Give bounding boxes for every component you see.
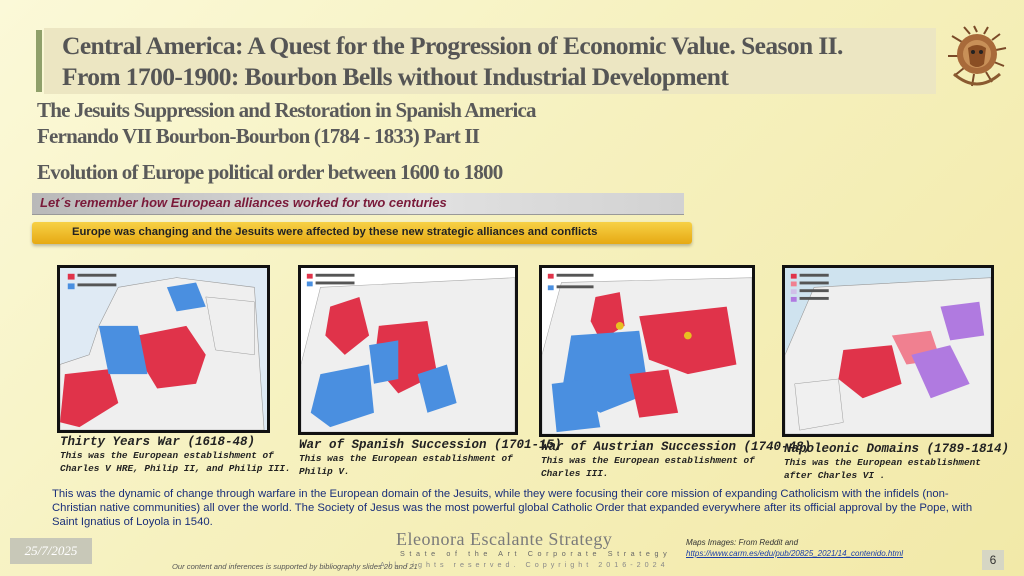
subtitle-fernando: Fernando VII Bourbon-Bourbon (1784 - 183… xyxy=(37,124,480,148)
map-austrian-succession xyxy=(539,265,755,437)
maps-source: Maps Images: From Reddit and https://www… xyxy=(686,537,903,559)
brand-name: Eleonora Escalante Strategy xyxy=(396,529,613,549)
caption-spanish-succession: War of Spanish Succession (1701-15) This… xyxy=(299,438,562,478)
body-paragraph: This was the dynamic of change through w… xyxy=(52,488,973,528)
title-accent-bar xyxy=(36,30,42,92)
caption-title: Napoleonic Domains (1789-1814) xyxy=(784,442,1010,456)
caption-napoleonic-domains: Napoleonic Domains (1789-1814) This was … xyxy=(784,442,1009,482)
page-number: 6 xyxy=(982,550,1004,570)
title-line-2: From 1700-1900: Bourbon Bells without In… xyxy=(62,62,729,91)
brand-tagline: State of the Art Corporate Strategy xyxy=(400,549,672,558)
caption-desc-1: This was the European establishment of xyxy=(541,455,755,466)
remember-text: Let´s remember how European alliances wo… xyxy=(40,195,447,210)
slide-title: Central America: A Quest for the Progres… xyxy=(62,30,942,92)
caption-desc-1: This was the European establishment xyxy=(784,457,981,468)
subtitle-evolution: Evolution of Europe political order betw… xyxy=(37,160,503,184)
remember-banner: Let´s remember how European alliances wo… xyxy=(32,193,684,215)
map-spanish-succession xyxy=(298,265,518,435)
caption-desc-1: This was the European establishment of xyxy=(299,453,513,464)
caption-thirty-years-war: Thirty Years War (1618-48) This was the … xyxy=(60,435,291,475)
map-thirty-years-war xyxy=(57,265,270,433)
title-line-1: Central America: A Quest for the Progres… xyxy=(62,31,843,60)
caption-desc-2: after Charles VI . xyxy=(784,470,886,481)
subtitle-jesuits: The Jesuits Suppression and Restoration … xyxy=(37,98,537,122)
changing-text: Europe was changing and the Jesuits were… xyxy=(72,226,598,238)
caption-desc-1: This was the European establishment of xyxy=(60,450,274,461)
caption-desc-2: Philip V. xyxy=(299,466,350,477)
caption-title: Thirty Years War (1618-48) xyxy=(60,435,256,449)
caption-desc-2: Charles V HRE, Philip II, and Philip III… xyxy=(60,463,291,474)
maps-source-link[interactable]: https://www.carm.es/edu/pub/20825_2021/1… xyxy=(686,549,904,558)
slide-date: 25/7/2025 xyxy=(10,538,92,564)
maps-source-label: Maps Images: From Reddit and xyxy=(686,538,799,547)
caption-title: War of Austrian Succession (1740-48) xyxy=(541,440,812,454)
caption-desc-2: Charles III. xyxy=(541,468,609,479)
copyright-text: All rights reserved. Copyright 2016-2024 xyxy=(380,560,669,569)
changing-banner: Europe was changing and the Jesuits were… xyxy=(32,222,692,244)
caption-title: War of Spanish Succession (1701-15) xyxy=(299,438,562,452)
caption-austrian-succession: War of Austrian Succession (1740-48) Thi… xyxy=(541,440,811,480)
title-background xyxy=(44,28,936,94)
map-napoleonic-domains xyxy=(782,265,994,437)
lion-logo-icon xyxy=(944,24,1010,96)
bibliography-note: Our content and inferences is supported … xyxy=(172,562,418,571)
